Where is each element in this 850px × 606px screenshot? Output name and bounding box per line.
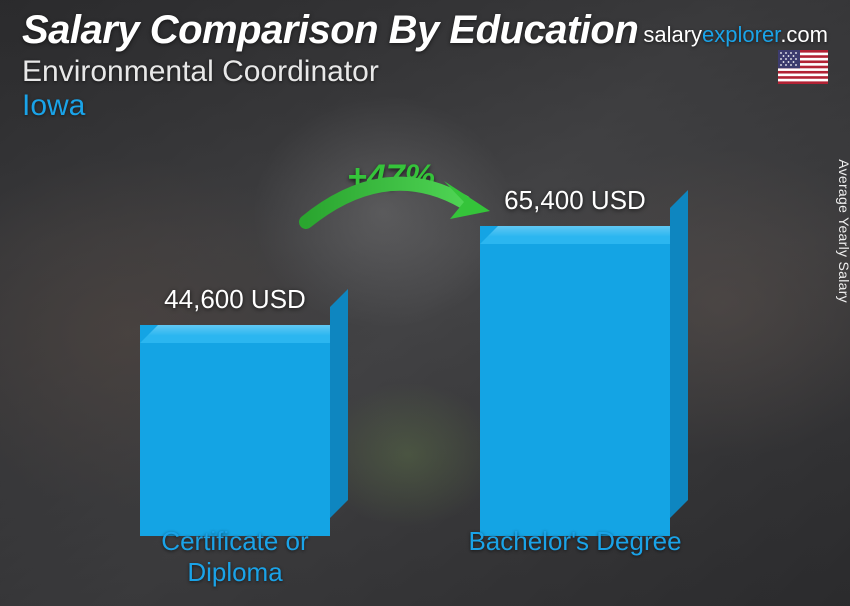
location-label: Iowa — [22, 89, 828, 123]
bar-top-face — [140, 325, 348, 343]
bar-container: 44,600 USD 65,400 USD — [0, 140, 810, 536]
header: Salary Comparison By Education Environme… — [22, 8, 828, 123]
bar-1: 65,400 USD — [460, 185, 690, 536]
bar-3d — [480, 226, 670, 536]
bar-0: 44,600 USD — [120, 284, 350, 536]
y-axis-label: Average Yearly Salary — [836, 159, 850, 303]
brand-watermark: salaryexplorer.com — [643, 22, 828, 48]
bar-3d — [140, 325, 330, 536]
country-flag-icon — [778, 50, 828, 84]
x-label-1: Bachelor's Degree — [460, 526, 690, 588]
brand-prefix: salary — [643, 22, 702, 47]
bar-front-face — [140, 325, 330, 536]
x-label-0: Certificate or Diploma — [120, 526, 350, 588]
bar-value-label: 44,600 USD — [164, 284, 306, 315]
bar-value-label: 65,400 USD — [504, 185, 646, 216]
x-axis-labels: Certificate or Diploma Bachelor's Degree — [0, 526, 810, 588]
bar-side-face — [330, 289, 348, 518]
job-title: Environmental Coordinator — [22, 55, 828, 89]
bar-front-face — [480, 226, 670, 536]
brand-suffix: .com — [780, 22, 828, 47]
salary-bar-chart: 44,600 USD 65,400 USD Certificate or Dipl… — [0, 140, 810, 588]
bar-side-face — [670, 190, 688, 518]
bar-top-face — [480, 226, 688, 244]
brand-mid: explorer — [702, 22, 780, 47]
